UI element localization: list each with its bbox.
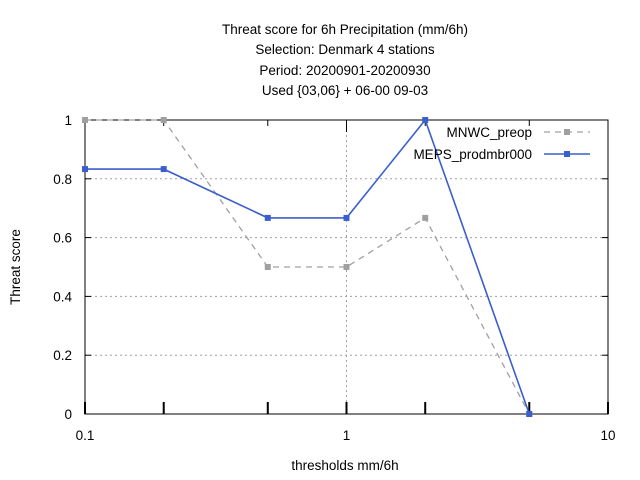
series-line-MEPS_prodmbr000 bbox=[85, 118, 531, 415]
grid bbox=[85, 120, 608, 414]
x-tick-label: 1 bbox=[343, 428, 351, 443]
y-tick-label: 0.2 bbox=[53, 348, 72, 363]
title-line-4: Used {03,06} + 06-00 09-03 bbox=[262, 83, 428, 98]
legend-label: MEPS_prodmbr000 bbox=[413, 147, 532, 162]
title-line-2: Selection: Denmark 4 stations bbox=[255, 42, 435, 57]
x-axis-label: thresholds mm/6h bbox=[291, 458, 398, 473]
legend-label: MNWC_preop bbox=[446, 125, 532, 140]
y-tick-label: 0.4 bbox=[53, 289, 72, 304]
data-point-MEPS_prodmbr000 bbox=[526, 411, 533, 417]
x-tick-label: 0.1 bbox=[76, 428, 95, 443]
legend-swatch-marker bbox=[564, 151, 570, 157]
axes: 0 0.2 0.4 0.6 0.8 1 0.1 1 10 bbox=[53, 113, 615, 443]
title-line-1: Threat score for 6h Precipitation (mm/6h… bbox=[222, 22, 468, 37]
chart-title: Threat score for 6h Precipitation (mm/6h… bbox=[222, 22, 468, 98]
legend-swatch-marker bbox=[564, 129, 570, 135]
data-point-MEPS_prodmbr000 bbox=[264, 214, 271, 221]
data-point-MNWC_preop bbox=[343, 264, 350, 270]
data-point-MNWC_preop bbox=[160, 117, 167, 123]
data-point-MNWC_preop bbox=[264, 264, 271, 270]
data-point-MNWC_preop bbox=[422, 214, 429, 221]
data-point-MEPS_prodmbr000 bbox=[343, 214, 350, 221]
data-point-MEPS_prodmbr000 bbox=[422, 117, 429, 123]
series-line-MNWC_preop bbox=[85, 119, 530, 415]
title-line-3: Period: 20200901-20200930 bbox=[259, 63, 430, 78]
data-point-MEPS_prodmbr000 bbox=[82, 166, 88, 173]
data-point-MEPS_prodmbr000 bbox=[160, 166, 167, 173]
y-tick-label: 0 bbox=[64, 407, 72, 422]
data-point-MNWC_preop bbox=[82, 117, 88, 123]
series bbox=[82, 117, 533, 417]
y-tick-label: 1 bbox=[64, 113, 72, 128]
legend: MNWC_preop MEPS_prodmbr000 bbox=[413, 125, 590, 162]
y-tick-label: 0.6 bbox=[53, 231, 72, 246]
y-axis-label: Threat score bbox=[8, 229, 23, 305]
y-tick-label: 0.8 bbox=[53, 172, 72, 187]
x-tick-label: 10 bbox=[600, 428, 615, 443]
